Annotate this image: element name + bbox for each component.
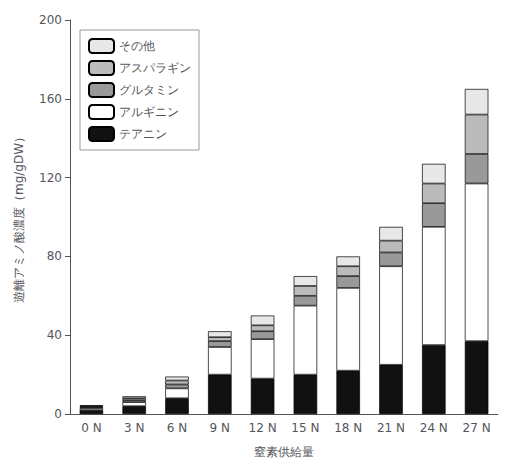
svg-text:9 N: 9 N <box>210 421 230 435</box>
svg-text:12 N: 12 N <box>249 421 277 435</box>
svg-text:アルギニン: アルギニン <box>119 105 179 119</box>
svg-text:27 N: 27 N <box>463 421 491 435</box>
svg-text:アスパラギン: アスパラギン <box>119 61 191 75</box>
svg-text:グルタミン: グルタミン <box>119 83 179 97</box>
svg-text:3 N: 3 N <box>124 421 144 435</box>
svg-text:遊離アミノ酸濃度（mg/gDW）: 遊離アミノ酸濃度（mg/gDW） <box>12 131 26 303</box>
svg-text:0: 0 <box>54 407 62 421</box>
svg-text:200: 200 <box>39 13 62 27</box>
svg-text:120: 120 <box>39 171 62 185</box>
svg-text:窒素供給量: 窒素供給量 <box>254 445 314 459</box>
svg-text:21 N: 21 N <box>377 421 405 435</box>
svg-text:24 N: 24 N <box>420 421 448 435</box>
svg-text:160: 160 <box>39 92 62 106</box>
svg-text:40: 40 <box>47 328 62 342</box>
svg-text:80: 80 <box>47 249 62 263</box>
svg-text:15 N: 15 N <box>291 421 319 435</box>
svg-text:その他: その他 <box>119 39 155 53</box>
svg-text:6 N: 6 N <box>167 421 187 435</box>
svg-text:0 N: 0 N <box>81 421 101 435</box>
svg-text:テアニン: テアニン <box>119 127 167 141</box>
svg-text:18 N: 18 N <box>334 421 362 435</box>
